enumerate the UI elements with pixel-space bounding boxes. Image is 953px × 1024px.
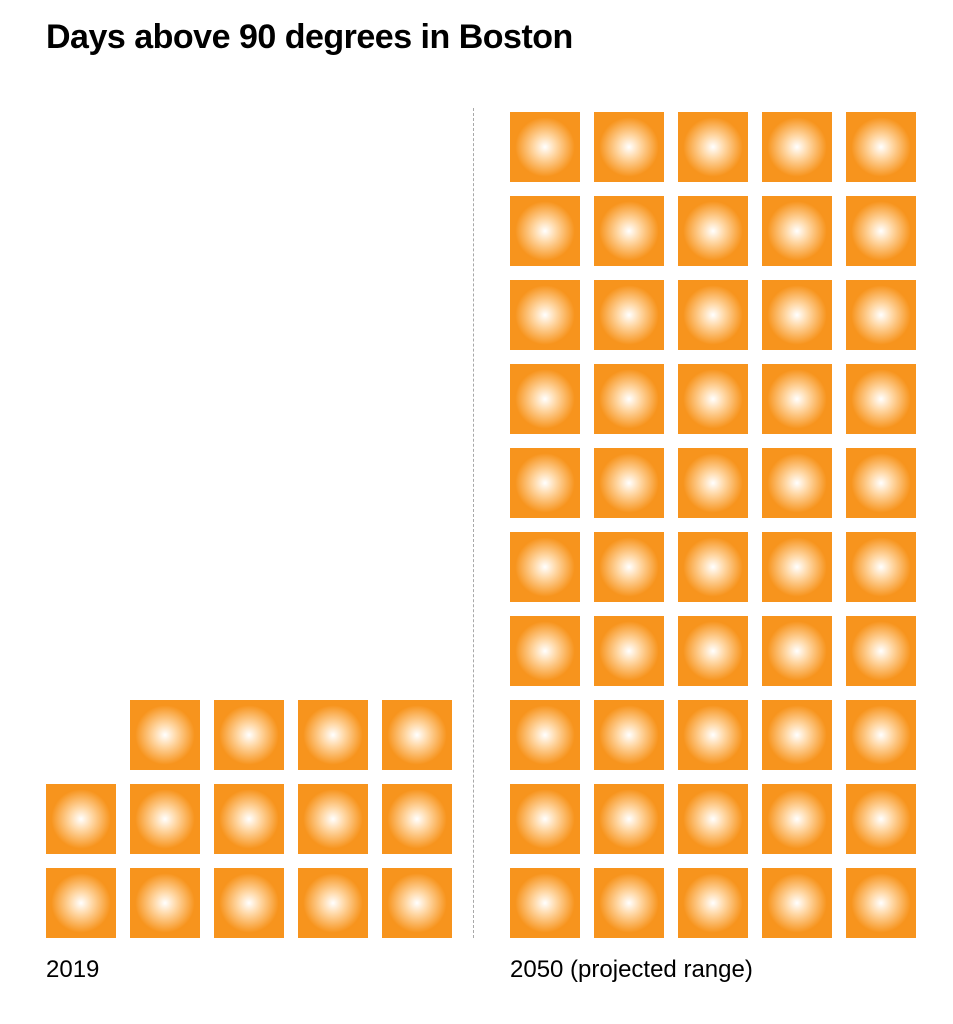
day-icon	[846, 280, 916, 350]
day-icon	[762, 112, 832, 182]
pictogram-row	[510, 364, 916, 434]
axis-label-2019: 2019	[46, 956, 99, 984]
day-icon	[594, 112, 664, 182]
day-icon	[298, 868, 368, 938]
pictogram-row	[510, 280, 916, 350]
day-icon	[594, 700, 664, 770]
day-icon	[214, 868, 284, 938]
pictogram-row	[510, 196, 916, 266]
day-icon	[678, 280, 748, 350]
day-icon	[762, 280, 832, 350]
pictogram-row	[510, 448, 916, 518]
day-icon	[510, 448, 580, 518]
day-icon	[678, 868, 748, 938]
day-icon	[510, 112, 580, 182]
day-icon	[762, 700, 832, 770]
pictogram-row	[46, 700, 452, 770]
day-icon	[678, 616, 748, 686]
day-icon	[510, 532, 580, 602]
day-icon	[762, 784, 832, 854]
day-icon	[214, 784, 284, 854]
day-icon	[130, 868, 200, 938]
pictogram-row	[510, 868, 916, 938]
day-icon	[594, 364, 664, 434]
column-divider	[473, 108, 474, 938]
pictogram-row	[46, 868, 452, 938]
pictogram-row	[46, 784, 452, 854]
day-icon	[510, 868, 580, 938]
pictogram-row	[510, 700, 916, 770]
pictogram-row	[510, 616, 916, 686]
chart-canvas: Days above 90 degrees in Boston 2019 205…	[0, 0, 953, 1024]
day-icon	[594, 280, 664, 350]
chart-title: Days above 90 degrees in Boston	[46, 18, 573, 57]
day-icon	[678, 700, 748, 770]
day-icon	[130, 700, 200, 770]
column-2019	[46, 700, 452, 938]
day-icon	[678, 112, 748, 182]
day-icon	[846, 868, 916, 938]
day-icon	[382, 784, 452, 854]
day-icon	[846, 784, 916, 854]
day-icon	[846, 700, 916, 770]
day-icon	[594, 868, 664, 938]
day-icon	[846, 112, 916, 182]
day-icon	[298, 700, 368, 770]
pictogram-row	[510, 784, 916, 854]
day-icon	[46, 868, 116, 938]
day-icon	[762, 616, 832, 686]
day-icon	[846, 616, 916, 686]
axis-label-2050: 2050 (projected range)	[510, 956, 753, 984]
day-icon	[214, 700, 284, 770]
day-icon	[846, 448, 916, 518]
day-icon	[846, 196, 916, 266]
day-icon	[762, 448, 832, 518]
day-icon	[594, 196, 664, 266]
day-icon	[510, 280, 580, 350]
day-icon	[510, 196, 580, 266]
day-icon	[382, 700, 452, 770]
day-icon	[46, 784, 116, 854]
day-icon	[762, 868, 832, 938]
pictogram-row	[510, 532, 916, 602]
column-2050	[510, 112, 916, 938]
day-icon	[678, 448, 748, 518]
day-icon	[298, 784, 368, 854]
day-icon	[762, 532, 832, 602]
day-icon	[382, 868, 452, 938]
day-icon	[130, 784, 200, 854]
day-icon	[762, 196, 832, 266]
day-icon	[594, 616, 664, 686]
day-icon	[510, 784, 580, 854]
day-icon	[594, 784, 664, 854]
day-icon	[594, 448, 664, 518]
day-icon	[594, 532, 664, 602]
day-icon	[678, 364, 748, 434]
day-icon	[678, 532, 748, 602]
day-icon	[510, 700, 580, 770]
day-icon	[846, 364, 916, 434]
pictogram-row	[510, 112, 916, 182]
day-icon	[678, 196, 748, 266]
day-icon	[762, 364, 832, 434]
day-icon	[510, 616, 580, 686]
day-icon	[678, 784, 748, 854]
day-icon	[846, 532, 916, 602]
day-icon	[510, 364, 580, 434]
